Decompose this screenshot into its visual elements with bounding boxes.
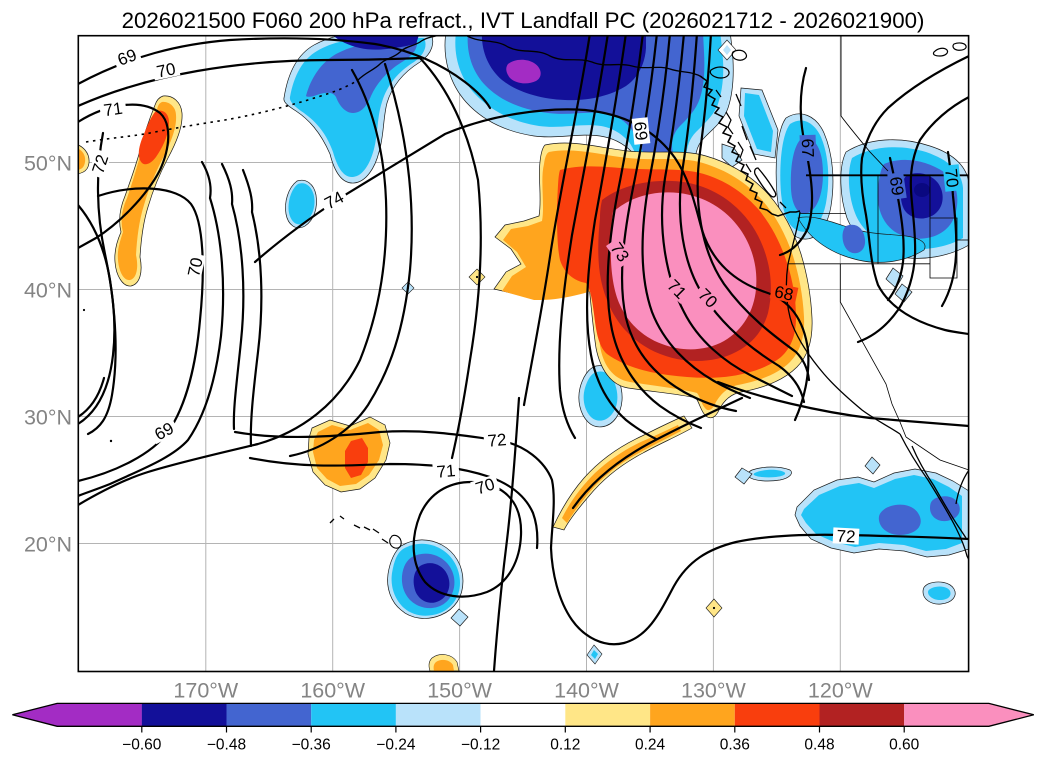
svg-text:2026021500 F060 200 hPa refrac: 2026021500 F060 200 hPa refract., IVT La…	[122, 8, 925, 33]
svg-text:71: 71	[436, 461, 457, 482]
svg-text:72: 72	[487, 430, 508, 451]
svg-text:67: 67	[798, 138, 818, 158]
svg-text:−0.12: −0.12	[461, 737, 500, 754]
svg-text:70: 70	[941, 168, 962, 189]
svg-text:30°N: 30°N	[24, 406, 72, 430]
svg-text:50°N: 50°N	[24, 152, 72, 176]
svg-text:170°W: 170°W	[173, 679, 238, 703]
svg-text:70: 70	[473, 474, 497, 498]
svg-text:70: 70	[155, 59, 177, 82]
svg-text:120°W: 120°W	[808, 679, 873, 703]
svg-text:40°N: 40°N	[24, 279, 72, 303]
svg-text:−0.48: −0.48	[207, 737, 246, 754]
svg-text:−0.24: −0.24	[376, 737, 416, 754]
svg-text:68: 68	[773, 282, 795, 305]
svg-text:20°N: 20°N	[24, 533, 72, 557]
svg-text:0.48: 0.48	[804, 737, 834, 754]
svg-text:−0.36: −0.36	[292, 737, 331, 754]
svg-text:160°W: 160°W	[300, 679, 365, 703]
svg-text:150°W: 150°W	[427, 679, 492, 703]
svg-text:71: 71	[102, 99, 123, 120]
svg-text:69: 69	[630, 121, 651, 142]
svg-text:140°W: 140°W	[554, 679, 619, 703]
svg-text:−0.60: −0.60	[122, 737, 162, 754]
svg-text:72: 72	[836, 526, 856, 546]
svg-text:70: 70	[184, 256, 207, 278]
svg-text:130°W: 130°W	[681, 679, 746, 703]
svg-text:69: 69	[886, 175, 907, 196]
svg-text:0.36: 0.36	[720, 737, 750, 754]
svg-text:0.12: 0.12	[550, 737, 580, 754]
svg-text:0.24: 0.24	[635, 737, 666, 754]
svg-text:72: 72	[88, 152, 112, 176]
svg-text:0.60: 0.60	[889, 737, 920, 754]
